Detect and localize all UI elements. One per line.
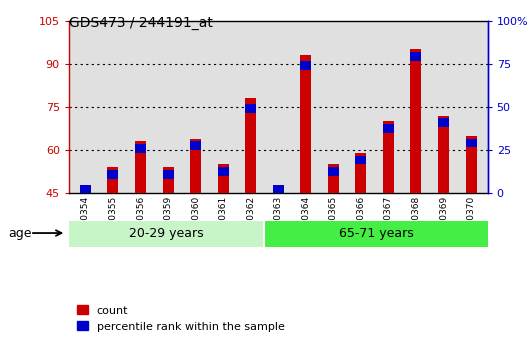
Bar: [328, 167, 339, 176]
Bar: [465, 136, 476, 193]
Bar: [301, 55, 311, 193]
Bar: [163, 167, 173, 193]
Bar: [108, 170, 119, 179]
Text: age: age: [8, 227, 31, 240]
Bar: [438, 118, 449, 127]
Bar: [80, 187, 91, 193]
Bar: [410, 49, 421, 193]
Bar: [273, 185, 284, 193]
Bar: [108, 167, 119, 193]
Bar: [264, 221, 488, 247]
Bar: [465, 139, 476, 147]
Bar: [218, 167, 228, 176]
Text: GDS473 / 244191_at: GDS473 / 244191_at: [69, 16, 213, 30]
Bar: [218, 165, 228, 193]
Bar: [245, 98, 256, 193]
Legend: count, percentile rank within the sample: count, percentile rank within the sample: [72, 300, 289, 336]
Bar: [301, 61, 311, 70]
Bar: [410, 52, 421, 61]
Bar: [190, 139, 201, 193]
Text: 65-71 years: 65-71 years: [339, 227, 413, 240]
Bar: [80, 185, 91, 193]
Bar: [383, 124, 394, 133]
Bar: [245, 104, 256, 113]
Bar: [328, 165, 339, 193]
Bar: [163, 170, 173, 179]
Bar: [273, 185, 284, 193]
Bar: [190, 141, 201, 150]
Bar: [356, 153, 366, 193]
Bar: [69, 221, 264, 247]
Text: 20-29 years: 20-29 years: [129, 227, 204, 240]
Bar: [135, 144, 146, 153]
Bar: [135, 141, 146, 193]
Bar: [438, 116, 449, 193]
Bar: [383, 121, 394, 193]
Bar: [356, 156, 366, 165]
